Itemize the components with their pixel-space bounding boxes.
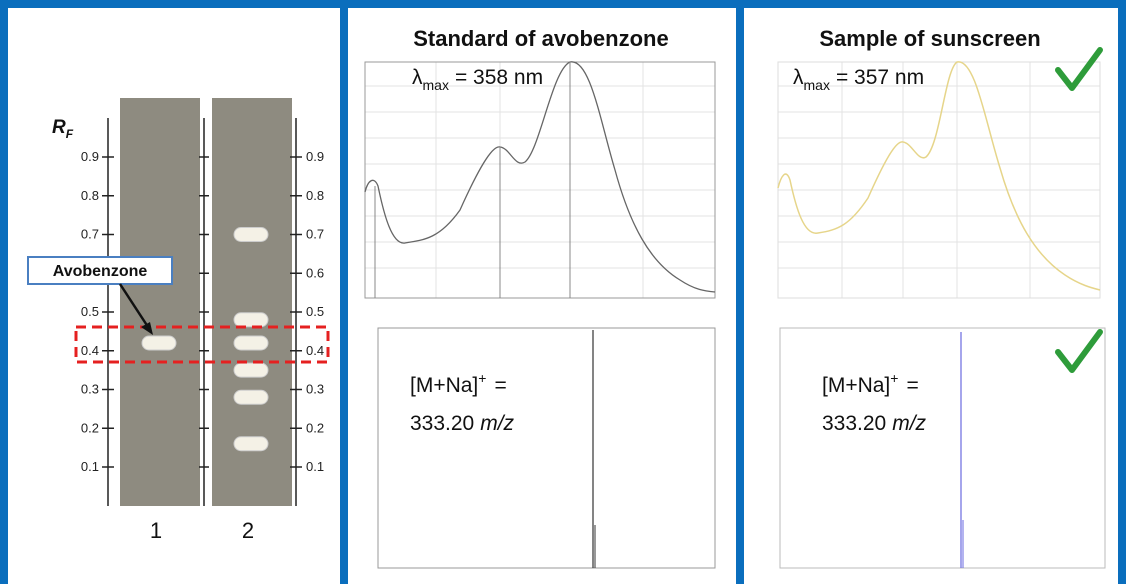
tick-label: 0.2 xyxy=(81,420,99,435)
tick-label: 0.4 xyxy=(306,343,324,358)
tick-label: 0.5 xyxy=(81,304,99,319)
tick-label: 0.1 xyxy=(81,459,99,474)
uv-frame xyxy=(364,61,716,299)
tick-label: 0.3 xyxy=(81,382,99,397)
tick-label: 0.6 xyxy=(306,265,324,280)
tlc-spot xyxy=(233,389,269,405)
tick-label: 0.9 xyxy=(81,149,99,164)
tlc-spot xyxy=(141,335,177,351)
lambda: λ xyxy=(412,66,423,89)
equals: = xyxy=(494,374,506,397)
rf-subscript: F xyxy=(66,127,74,141)
uv-annotation: λmax = 357 nm xyxy=(793,66,924,93)
subscript: max xyxy=(423,77,449,93)
charge: + xyxy=(890,370,898,386)
tick-label: 0.8 xyxy=(81,188,99,203)
checkmark xyxy=(1055,47,1103,91)
tick-label: 0.9 xyxy=(306,149,324,164)
ms-annotation: 333.20 m/z xyxy=(410,412,515,435)
tick-label: 0.7 xyxy=(81,227,99,242)
uv-frame xyxy=(777,61,1101,299)
arrow xyxy=(118,283,152,331)
subscript: max xyxy=(804,77,830,93)
lane-label: 1 xyxy=(150,518,162,543)
tlc-spot xyxy=(233,312,269,328)
ion: [M+Na] xyxy=(410,374,478,397)
tlc-strip xyxy=(120,98,200,506)
tick-label: 0.2 xyxy=(306,420,324,435)
tick-label: 0.4 xyxy=(81,343,99,358)
unit: m/z xyxy=(480,412,514,435)
annotation-box xyxy=(27,256,173,285)
tick-label: 0.5 xyxy=(306,304,324,319)
uv-spectrum xyxy=(777,61,1101,291)
ms-annotation: [M+Na]+ = xyxy=(410,370,507,397)
ms-frame xyxy=(779,327,1106,569)
charge: + xyxy=(478,370,486,386)
lane-label: 2 xyxy=(242,518,254,543)
tlc-spot xyxy=(233,227,269,242)
checkmark xyxy=(1055,329,1103,373)
tick-label: 0.1 xyxy=(306,459,324,474)
tick-label: 0.3 xyxy=(306,382,324,397)
uv-spectrum xyxy=(364,61,716,293)
uv-value: = 357 nm xyxy=(836,66,924,89)
tick-label: 0.8 xyxy=(306,188,324,203)
panel-title: Sample of sunscreen xyxy=(819,26,1040,51)
ms-annotation: [M+Na]+ = xyxy=(822,370,919,397)
uv-value: = 358 nm xyxy=(455,66,543,89)
rf-label: RF xyxy=(52,117,74,141)
mass: 333.20 xyxy=(410,412,474,435)
mass: 333.20 xyxy=(822,412,886,435)
uv-annotation: λmax = 358 nm xyxy=(412,66,543,93)
tlc-spot xyxy=(233,362,269,378)
arrow-head xyxy=(141,322,153,335)
panel-title: Standard of avobenzone xyxy=(413,26,668,51)
tlc-spot xyxy=(233,335,269,351)
tick-label: 0.7 xyxy=(306,227,324,242)
lambda: λ xyxy=(793,66,804,89)
ion: [M+Na] xyxy=(822,374,890,397)
uv-grid xyxy=(365,62,715,298)
rf-symbol: R xyxy=(52,117,66,138)
ms-frame xyxy=(377,327,716,569)
annotation: Avobenzone xyxy=(53,263,148,280)
ms-annotation: 333.20 m/z xyxy=(822,412,927,435)
unit: m/z xyxy=(892,412,926,435)
uv-grid xyxy=(778,62,1100,298)
tlc-spot xyxy=(233,436,269,452)
sample-panel xyxy=(744,8,1118,584)
standard-panel xyxy=(348,8,736,584)
equals: = xyxy=(906,374,918,397)
